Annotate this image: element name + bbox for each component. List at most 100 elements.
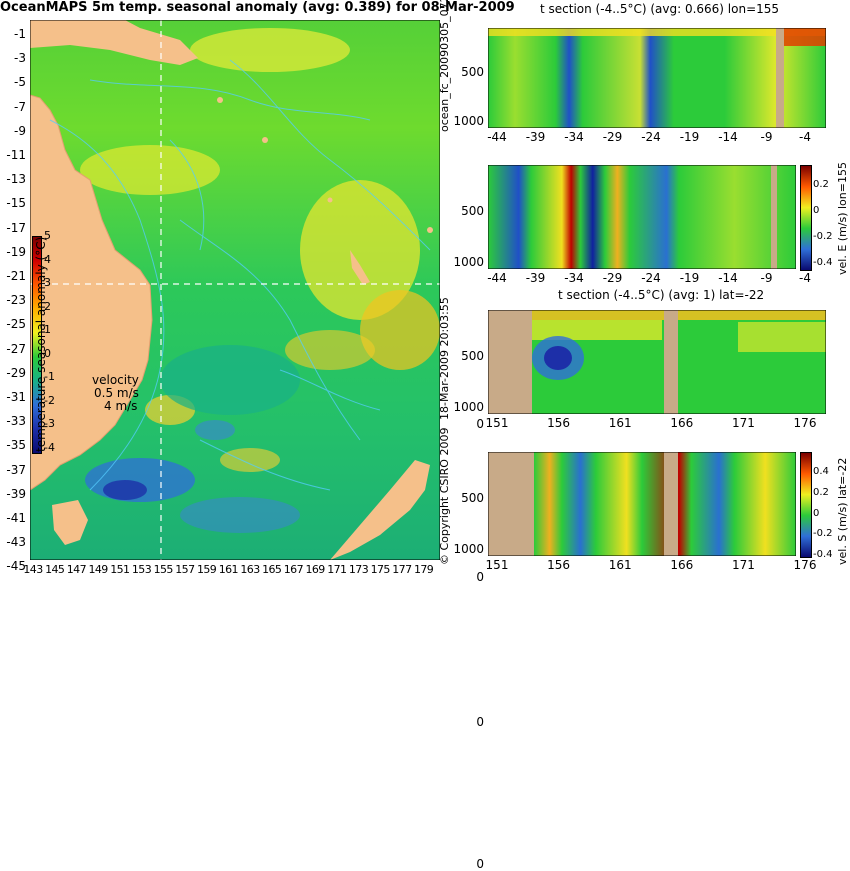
latitude-tick-label: -37 xyxy=(6,462,26,477)
longitude-tick-label: 159 xyxy=(196,563,217,576)
section1-field xyxy=(488,28,826,128)
island xyxy=(427,227,433,233)
p4-depth-tick: 0 xyxy=(476,857,484,871)
p4-colorbar-tick: 0.2 xyxy=(813,486,829,498)
longitude-tick-label: 163 xyxy=(240,563,260,576)
section2-colorbar-label: vel. E (m/s) lon=155 xyxy=(836,162,849,275)
p3-depth-tick: 0 xyxy=(476,715,484,729)
cool-anomaly-patch xyxy=(180,497,300,533)
map-colorbar-tick: -4 xyxy=(44,440,55,454)
section4-velocity-plot[interactable] xyxy=(488,452,796,556)
longitude-tick-label: 155 xyxy=(153,563,174,576)
latitude-tick-label: -31 xyxy=(6,390,26,404)
map-colorbar-tick: 4 xyxy=(44,252,51,266)
generation-date-label: 18-Mar-2009 20:03:55 xyxy=(438,297,451,420)
p2-x-tick: -44 xyxy=(487,271,507,285)
p2-colorbar-tick: -0.4 xyxy=(813,257,833,268)
p1-x-tick: -19 xyxy=(679,130,700,144)
section2-velocity-plot[interactable] xyxy=(488,165,796,269)
new-caledonia-landmass xyxy=(350,250,370,285)
section3-warm-patch xyxy=(738,322,826,352)
section3-land xyxy=(488,310,532,414)
p3-x-tick: 171 xyxy=(731,416,755,430)
tasmania-landmass xyxy=(52,500,88,545)
p1-x-tick: -24 xyxy=(641,130,661,144)
map-colorbar-tick: 3 xyxy=(44,276,51,289)
warm-anomaly-patch xyxy=(300,180,420,320)
latitude-tick-label: -43 xyxy=(6,535,26,550)
longitude-tick-label: 165 xyxy=(262,563,282,576)
p4-x-tick: 161 xyxy=(608,558,632,572)
p4-depth-tick: 500 xyxy=(461,490,484,505)
p2-colorbar-tick: 0.2 xyxy=(813,179,829,190)
p1-depth-tick: 0 xyxy=(476,417,484,431)
section4-land xyxy=(488,452,534,556)
longitude-tick-label: 169 xyxy=(305,563,325,576)
section3-title: t section (-4..5°C) (avg: 1) lat=-22 xyxy=(558,288,765,302)
longitude-tick-label: 153 xyxy=(131,563,152,576)
map-colorbar-label: temperature seasonal anomaly (°C) xyxy=(34,236,48,452)
latitude-tick-label: -1 xyxy=(14,27,26,41)
p4-colorbar-tick: 0.4 xyxy=(813,466,829,477)
warm-anomaly-patch xyxy=(285,330,375,370)
p4-x-tick: 156 xyxy=(547,558,571,572)
cool-anomaly-patch xyxy=(195,420,235,440)
temperature-map[interactable] xyxy=(30,20,440,560)
map-colorbar-tick: -1 xyxy=(44,370,55,383)
longitude-tick-label: 143 xyxy=(23,563,43,576)
longitude-tick-label: 173 xyxy=(348,563,369,576)
latitude-tick-label: -9 xyxy=(14,123,26,138)
warm-anomaly-patch xyxy=(220,448,280,472)
p1-x-tick: -39 xyxy=(525,130,546,144)
cool-anomaly-patch xyxy=(103,480,147,500)
latitude-tick-label: -25 xyxy=(6,317,26,332)
longitude-tick-label: 177 xyxy=(392,563,412,576)
section3-surface-layer xyxy=(488,310,826,320)
latitude-tick-label: -35 xyxy=(6,438,26,453)
p4-colorbar-tick: -0.4 xyxy=(813,549,833,561)
p4-x-tick: 171 xyxy=(731,558,755,572)
section1-warm-patch xyxy=(778,28,826,46)
australia-landmass xyxy=(30,94,153,491)
latitude-tick-label: -23 xyxy=(6,293,26,308)
longitude-tick-label: 147 xyxy=(66,563,87,576)
cool-anomaly-patch xyxy=(160,345,300,415)
latitude-tick-label: -41 xyxy=(6,511,26,525)
forecast-id-label: ocean_fc_20090305_072 xyxy=(438,0,451,132)
p2-x-tick: -34 xyxy=(564,271,584,285)
longitude-tick-label: 149 xyxy=(88,563,108,576)
p2-depth-tick: 500 xyxy=(461,203,484,218)
p3-x-tick: 166 xyxy=(670,416,694,430)
map-colorbar xyxy=(32,236,42,454)
map-colorbar-tick: -3 xyxy=(44,417,55,430)
velocity-legend-value-secondary: 4 m/s xyxy=(104,399,138,413)
section1-land-gap xyxy=(776,28,784,128)
longitude-tick-label: 145 xyxy=(45,563,65,576)
velocity-legend-title: velocity xyxy=(92,373,139,387)
section4-colorbar xyxy=(800,452,812,558)
latitude-tick-label: -27 xyxy=(6,341,26,356)
warm-anomaly-patch xyxy=(190,28,350,72)
map-colorbar-tick: 1 xyxy=(44,323,51,336)
latitude-tick-label: -7 xyxy=(14,99,26,114)
island xyxy=(262,137,268,143)
copyright-label: © Copyright CSIRO 2009 xyxy=(438,427,451,565)
longitude-tick-label: 157 xyxy=(175,563,195,576)
p1-x-tick: -44 xyxy=(487,130,507,144)
latitude-tick-label: -29 xyxy=(6,365,26,380)
p1-x-tick: -4 xyxy=(799,130,811,144)
p2-depth-tick: 0 xyxy=(476,570,484,584)
section3-temperature-plot[interactable] xyxy=(488,310,826,414)
p2-x-tick: -39 xyxy=(525,271,546,285)
p2-x-tick: -24 xyxy=(641,271,661,285)
p3-depth-tick: 500 xyxy=(461,348,484,363)
section1-temperature-plot[interactable] xyxy=(488,28,826,128)
p2-x-tick: -14 xyxy=(718,271,738,285)
p4-x-tick: 176 xyxy=(793,558,817,572)
latitude-tick-label: -45 xyxy=(6,559,26,574)
p1-depth-tick: 1000 xyxy=(453,114,484,128)
island xyxy=(327,197,333,203)
latitude-tick-label: -33 xyxy=(6,414,26,429)
section4-land-gap xyxy=(664,452,678,556)
latitude-tick-label: -17 xyxy=(6,220,26,235)
